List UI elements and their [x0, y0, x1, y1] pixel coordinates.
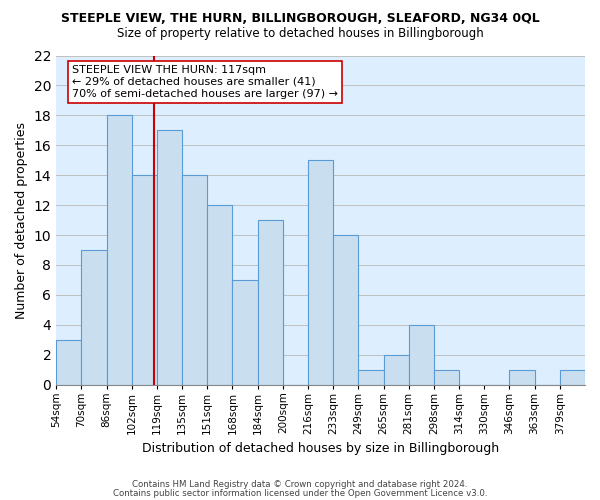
Bar [333, 235, 358, 384]
Bar [308, 160, 333, 384]
Bar [82, 250, 107, 384]
Bar [132, 175, 157, 384]
Bar [107, 116, 132, 384]
Bar [232, 280, 257, 384]
Bar [257, 220, 283, 384]
Text: Contains HM Land Registry data © Crown copyright and database right 2024.: Contains HM Land Registry data © Crown c… [132, 480, 468, 489]
X-axis label: Distribution of detached houses by size in Billingborough: Distribution of detached houses by size … [142, 442, 499, 455]
Bar [509, 370, 535, 384]
Bar [434, 370, 459, 384]
Text: Contains public sector information licensed under the Open Government Licence v3: Contains public sector information licen… [113, 489, 487, 498]
Text: STEEPLE VIEW THE HURN: 117sqm
← 29% of detached houses are smaller (41)
70% of s: STEEPLE VIEW THE HURN: 117sqm ← 29% of d… [72, 66, 338, 98]
Y-axis label: Number of detached properties: Number of detached properties [15, 122, 28, 318]
Bar [182, 175, 207, 384]
Text: STEEPLE VIEW, THE HURN, BILLINGBOROUGH, SLEAFORD, NG34 0QL: STEEPLE VIEW, THE HURN, BILLINGBOROUGH, … [61, 12, 539, 26]
Bar [409, 325, 434, 384]
Bar [383, 354, 409, 384]
Text: Size of property relative to detached houses in Billingborough: Size of property relative to detached ho… [116, 28, 484, 40]
Bar [358, 370, 383, 384]
Bar [560, 370, 585, 384]
Bar [207, 205, 232, 384]
Bar [56, 340, 82, 384]
Bar [157, 130, 182, 384]
